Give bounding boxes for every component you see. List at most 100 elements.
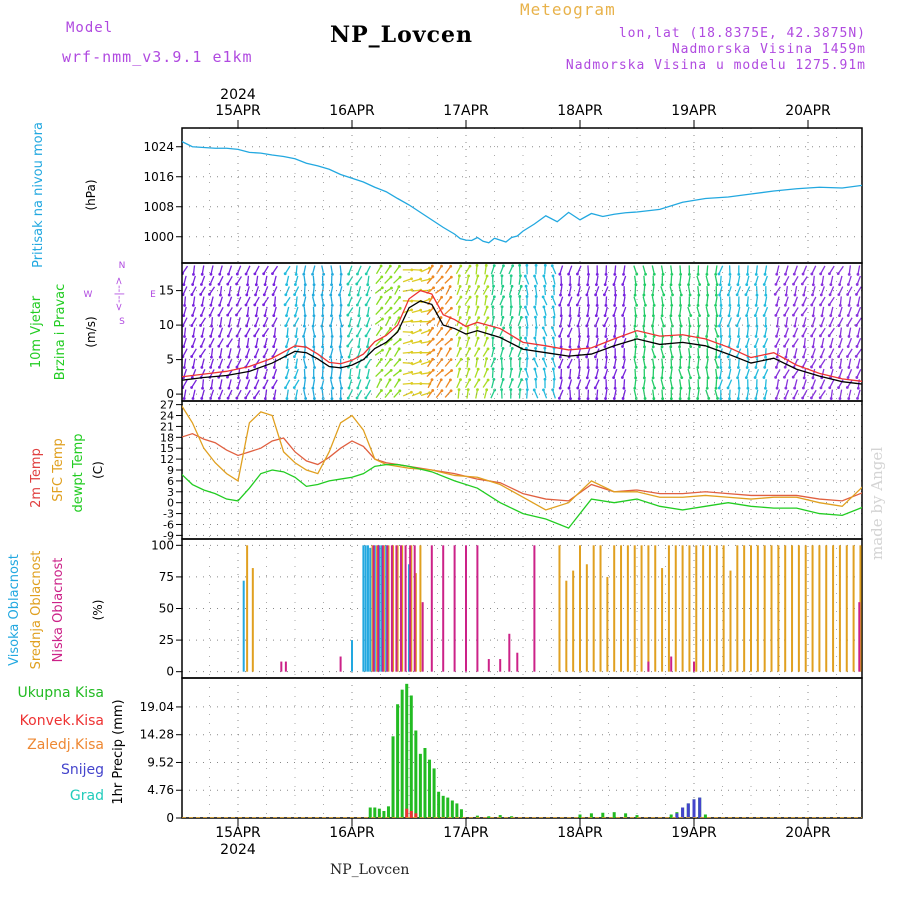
bar-mark [476,545,479,672]
wind-arrow [236,276,242,285]
wind-arrow [246,286,250,296]
wind-arrow [312,358,316,368]
wind-arrow [803,286,807,296]
wind-arrow-head [253,355,257,359]
wind-arrow-head [254,314,258,318]
y-tick-label: 18 [160,431,174,444]
precip-legend-entry: Grad [70,788,104,804]
wind-arrow-head [784,324,788,328]
y-tick-label: 0 [166,387,174,401]
wind-arrow [705,368,709,378]
wind-arrow-head [827,303,831,307]
wind-arrow-head [678,283,682,287]
wind-arrow-head [190,386,193,389]
wind-arrow [227,358,233,368]
wind-arrow [736,317,742,327]
wind-arrow-head [882,314,885,317]
wind-arrow-head [468,264,472,268]
wind-arrow [347,338,354,347]
wind-arrow-head [347,293,351,297]
wind-arrow [464,265,471,275]
wind-arrow [847,337,853,347]
wind-arrow-head [209,386,213,390]
wind-arrow [820,348,826,358]
wind-arrow [339,296,342,306]
wind-arrow-head [533,367,537,371]
wind-arrow [491,348,495,358]
wind-arrow [466,327,469,337]
wind-arrow [883,370,888,377]
wind-arrow-head [643,397,647,400]
wind-arrow-head [644,303,647,307]
y-tick-label: -9 [163,529,174,542]
wind-arrow [426,307,434,316]
wind-arrow-head [883,273,886,276]
wind-arrow [285,306,290,316]
wind-arrow-head [550,295,554,299]
y-tick-label: 21 [160,420,174,433]
wind-arrow-head [802,293,806,297]
wind-arrow-head [390,286,393,290]
bar-mark [613,545,616,672]
wind-arrow [420,360,430,366]
wind-arrow-head [801,334,805,338]
wind-arrow-head [744,376,748,380]
wind-arrow [210,317,214,327]
wind-arrow [745,337,750,347]
wind-arrow [524,275,530,285]
wind-arrow-head [819,303,822,307]
wind-arrow-head [612,397,616,400]
wind-arrow [669,379,673,389]
wind-arrow [508,317,513,327]
wind-arrow-head [313,366,316,369]
wind-arrow-head [441,368,444,372]
wind-arrow [402,340,412,345]
wind-arrow-head [182,345,186,349]
wind-arrow-head [753,345,757,348]
wind-arrow [218,389,224,399]
wind-arrow [754,337,759,347]
elevation-info: Nadmorska Visina 1459m [671,42,866,57]
wind-arrow-head [273,335,276,338]
wind-arrow [508,286,513,296]
wind-arrow [848,296,852,306]
wind-arrow [228,317,232,327]
wind-arrow-head [737,304,741,307]
bar-mark [695,545,698,672]
wind-arrow [587,265,590,275]
wind-arrow [339,265,342,275]
wind-arrow [484,265,487,275]
wind-arrow [227,276,233,285]
wind-arrow [876,266,879,275]
wind-arrow [764,296,768,306]
wind-arrow [246,337,250,347]
wind-arrow-head [661,397,665,400]
wind-arrow-head [284,386,287,390]
wind-arrow [764,348,767,358]
wind-arrow-head [541,295,545,299]
cloud-low-label: Niska Oblacnost [51,558,66,663]
wind-arrow-head [603,314,607,318]
wind-arrow [830,337,834,347]
wind-arrow-head [621,314,625,317]
wind-arrow-head [614,293,617,297]
wind-arrow [365,389,372,399]
wind-arrow-head [653,355,657,359]
wind-arrow [875,390,878,398]
bar-mark [703,814,707,818]
wind-arrow [828,265,835,275]
wind-arrow-head [264,366,267,369]
wind-arrow [392,338,401,346]
wind-arrow [500,337,503,347]
wind-arrow [819,327,826,337]
wind-arrow-head [679,272,683,276]
wind-arrow-head [192,272,195,276]
wind-arrow-head [714,272,718,276]
wind-arrow-head [652,397,656,400]
bar-mark [380,545,383,672]
wind-arrow [856,306,862,316]
wind-arrow [587,275,590,285]
wind-arrow [312,317,315,327]
wind-arrow-head [485,326,488,329]
wind-arrow-head [226,313,230,317]
